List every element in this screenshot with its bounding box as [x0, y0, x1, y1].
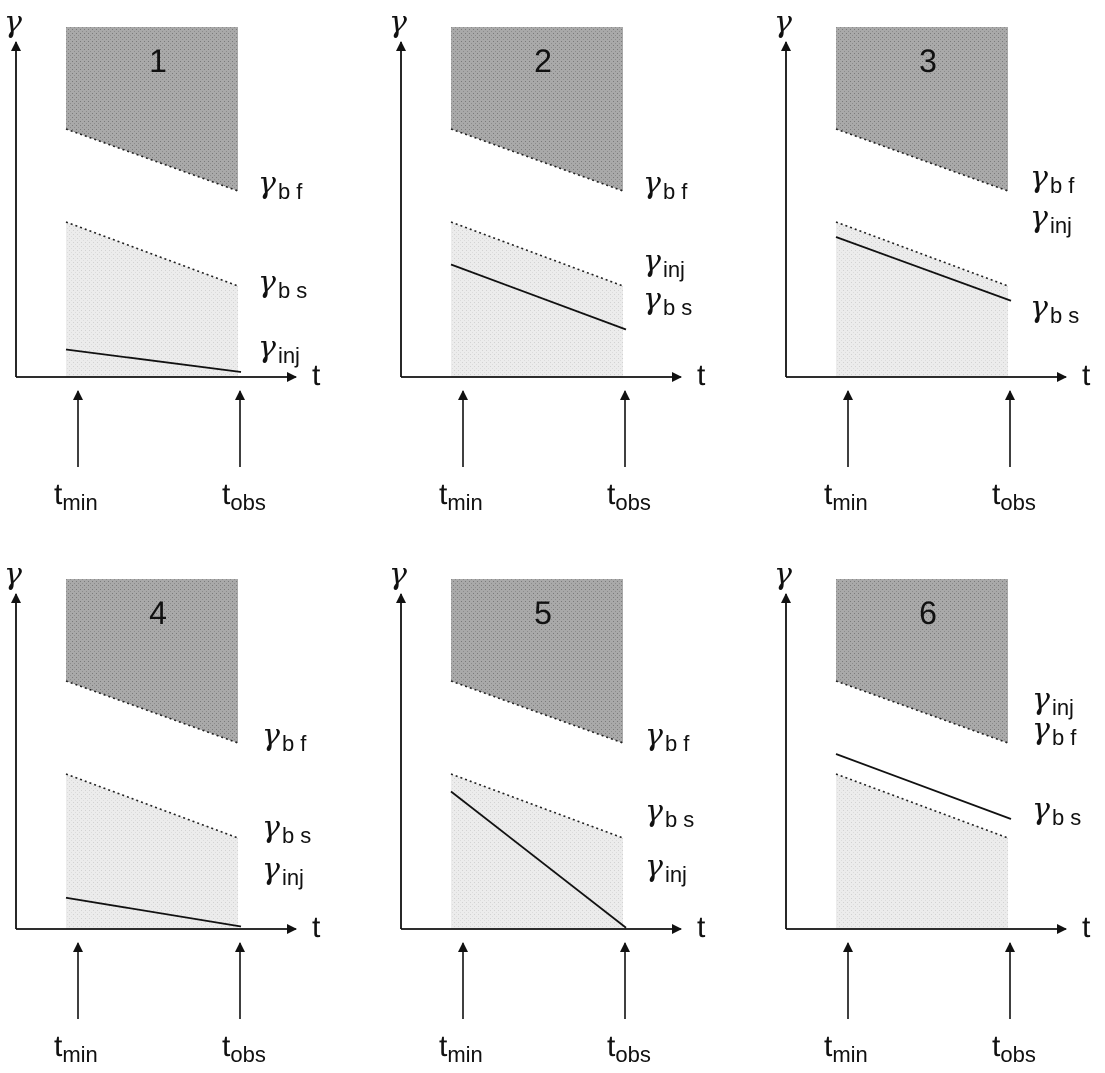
- gamma-bs-boundary: [65, 773, 239, 839]
- panel-1: γ t 1 tmin tobs γb f γb s γinj: [4, 5, 321, 515]
- panel-number: 5: [534, 595, 552, 631]
- y-axis-label: γ: [389, 557, 407, 592]
- gamma-inj-label: γinj: [262, 852, 304, 890]
- slow-cooling-region: [66, 774, 238, 929]
- gamma-bf-boundary: [835, 128, 1009, 192]
- t-obs-subscript: obs: [1000, 1042, 1035, 1067]
- t-obs-subscript: obs: [1000, 490, 1035, 515]
- gamma-bs-boundary: [450, 773, 624, 839]
- gamma-bf-boundary: [450, 680, 624, 744]
- gamma-bf-boundary: [450, 128, 624, 192]
- gamma-bf-label: γb f: [1030, 160, 1075, 198]
- y-axis-label: γ: [389, 5, 407, 40]
- x-axis-label: t: [697, 359, 706, 392]
- panel-4: γ t 4 tmin tobs γb f γb s γinj: [4, 557, 321, 1067]
- t-min-subscript: min: [62, 1042, 97, 1067]
- gamma-bs-boundary: [835, 221, 1009, 287]
- gamma-inj-label: γinj: [1030, 200, 1072, 238]
- t-obs-label: tobs: [607, 1030, 651, 1067]
- gamma-bs-boundary: [65, 221, 239, 287]
- t-min-label: tmin: [54, 478, 98, 515]
- gamma-bf-label: γb f: [262, 718, 307, 756]
- gamma-bs-label: γb s: [645, 794, 694, 832]
- gamma-bs-label: γb s: [1032, 792, 1081, 830]
- gamma-bf-boundary: [835, 680, 1009, 744]
- gamma-bs-label: γb s: [258, 265, 307, 303]
- t-min-label: tmin: [439, 478, 483, 515]
- t-min-label: tmin: [824, 478, 868, 515]
- y-axis-label: γ: [4, 557, 22, 592]
- x-axis-label: t: [1082, 911, 1091, 944]
- gamma-inj-label: γinj: [258, 330, 300, 368]
- t-obs-label: tobs: [992, 478, 1036, 515]
- t-obs-subscript: obs: [230, 1042, 265, 1067]
- fast-cooling-region: [836, 27, 1008, 191]
- y-axis-label: γ: [4, 5, 22, 40]
- gamma-inj-line: [65, 896, 242, 928]
- gamma-inj-label: γinj: [643, 244, 685, 282]
- fast-cooling-region: [451, 27, 623, 191]
- panel-number: 1: [149, 43, 167, 79]
- t-obs-subscript: obs: [615, 1042, 650, 1067]
- t-min-subscript: min: [447, 1042, 482, 1067]
- t-min-subscript: min: [447, 490, 482, 515]
- y-axis-label: γ: [774, 557, 792, 592]
- t-min-label: tmin: [824, 1030, 868, 1067]
- t-min-label: tmin: [439, 1030, 483, 1067]
- slow-cooling-region: [836, 774, 1008, 929]
- t-min-subscript: min: [832, 490, 867, 515]
- t-obs-label: tobs: [992, 1030, 1036, 1067]
- panel-number: 3: [919, 43, 937, 79]
- gamma-bf-label: γb f: [643, 166, 688, 204]
- fast-cooling-region: [66, 27, 238, 191]
- slow-cooling-region: [836, 222, 1008, 377]
- gamma-bf-boundary: [65, 128, 239, 192]
- panel-number: 2: [534, 43, 552, 79]
- gamma-bf-label: γb f: [258, 166, 303, 204]
- fast-cooling-region: [66, 579, 238, 743]
- fast-cooling-region: [836, 579, 1008, 743]
- t-min-label: tmin: [54, 1030, 98, 1067]
- y-axis-label: γ: [774, 5, 792, 40]
- gamma-bf-boundary: [65, 680, 239, 744]
- panel-5: γ t 5 tmin tobs γb f γb s γinj: [389, 557, 706, 1067]
- t-obs-subscript: obs: [615, 490, 650, 515]
- gamma-inj-line: [450, 790, 627, 929]
- t-obs-label: tobs: [607, 478, 651, 515]
- x-axis-label: t: [312, 359, 321, 392]
- t-min-subscript: min: [62, 490, 97, 515]
- slow-cooling-region: [66, 222, 238, 377]
- gamma-inj-line: [65, 348, 242, 373]
- gamma-bs-label: γb s: [1030, 290, 1079, 328]
- panel-number: 4: [149, 595, 167, 631]
- x-axis-label: t: [312, 911, 321, 944]
- slow-cooling-region: [451, 222, 623, 377]
- fast-cooling-region: [451, 579, 623, 743]
- panel-number: 6: [919, 595, 937, 631]
- x-axis-label: t: [1082, 359, 1091, 392]
- t-min-subscript: min: [832, 1042, 867, 1067]
- gamma-bs-label: γb s: [262, 810, 311, 848]
- gamma-inj-line: [835, 753, 1012, 820]
- t-obs-subscript: obs: [230, 490, 265, 515]
- gamma-bs-boundary: [835, 773, 1009, 839]
- x-axis-label: t: [697, 911, 706, 944]
- gamma-inj-line: [450, 263, 627, 331]
- t-obs-label: tobs: [222, 1030, 266, 1067]
- gamma-inj-label: γinj: [645, 849, 687, 887]
- gamma-bs-boundary: [450, 221, 624, 287]
- gamma-bf-label: γb f: [645, 718, 690, 756]
- slow-cooling-region: [451, 774, 623, 929]
- gamma-bs-label: γb s: [643, 282, 692, 320]
- t-obs-label: tobs: [222, 478, 266, 515]
- gamma-inj-line: [835, 236, 1012, 302]
